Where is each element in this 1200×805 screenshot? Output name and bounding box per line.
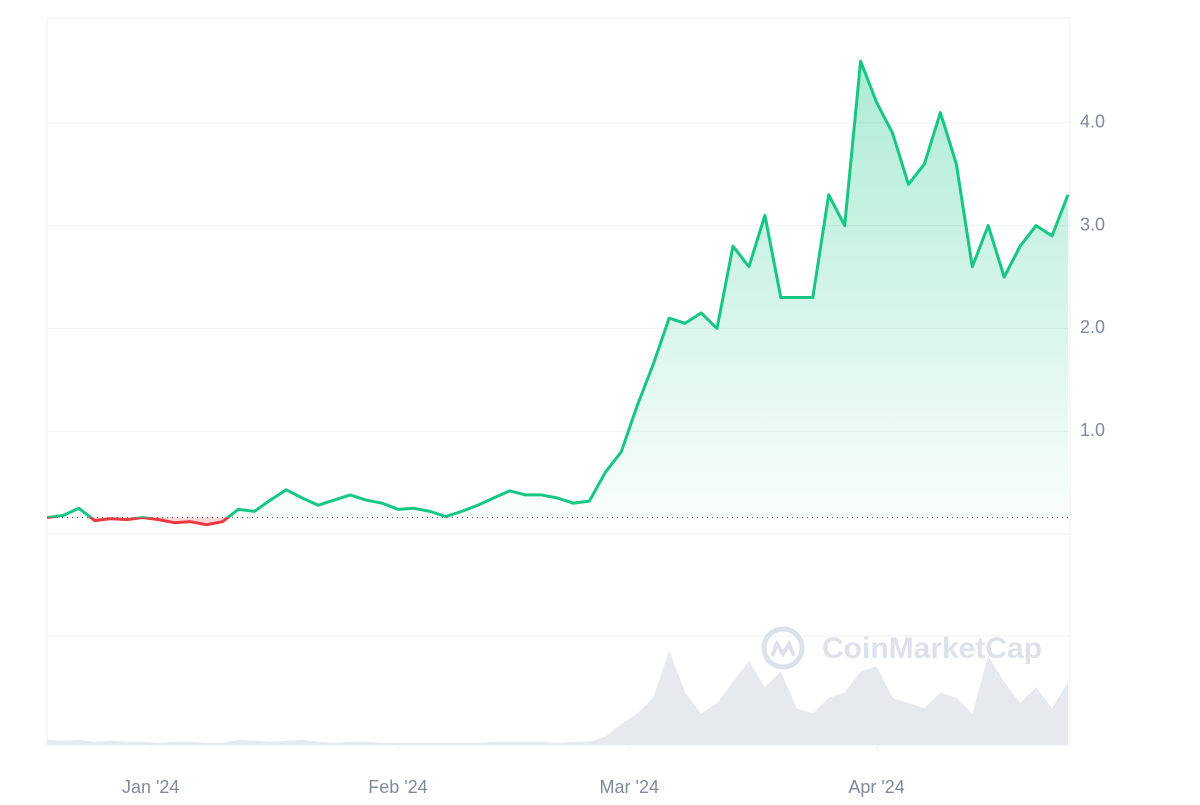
watermark: CoinMarketCap bbox=[761, 626, 1042, 670]
volume-area bbox=[47, 650, 1068, 745]
y-tick-label: 4.0 bbox=[1080, 112, 1105, 132]
y-tick-label: 3.0 bbox=[1080, 214, 1105, 234]
x-tick-label: Apr '24 bbox=[848, 777, 904, 797]
x-tick-label: Feb '24 bbox=[368, 777, 427, 797]
price-line-down bbox=[47, 517, 448, 527]
price-line-up bbox=[46, 59, 1070, 518]
y-tick-label: 1.0 bbox=[1080, 420, 1105, 440]
watermark-text: CoinMarketCap bbox=[822, 632, 1042, 665]
x-tick-label: Mar '24 bbox=[600, 777, 659, 797]
y-tick-label: 2.0 bbox=[1080, 317, 1105, 337]
x-tick-label: Jan '24 bbox=[122, 777, 179, 797]
area-up bbox=[47, 61, 1068, 518]
